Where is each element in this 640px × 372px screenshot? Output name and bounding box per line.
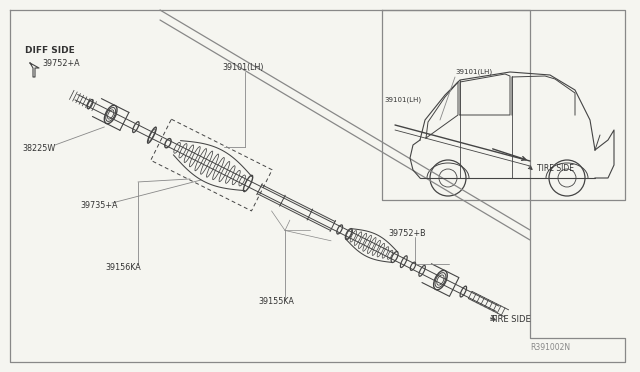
Text: R391002N: R391002N bbox=[530, 343, 570, 353]
Text: 39156KA: 39156KA bbox=[105, 263, 141, 273]
Text: TIRE SIDE: TIRE SIDE bbox=[490, 315, 531, 324]
Text: 39752+B: 39752+B bbox=[388, 228, 426, 237]
Text: 39752+A: 39752+A bbox=[42, 58, 79, 67]
Text: 39101(LH): 39101(LH) bbox=[222, 62, 264, 71]
Text: 39155KA: 39155KA bbox=[258, 298, 294, 307]
Text: 39101(LH): 39101(LH) bbox=[384, 97, 421, 103]
Text: TIRE SIDE: TIRE SIDE bbox=[537, 164, 574, 173]
Text: 38225W: 38225W bbox=[22, 144, 55, 153]
Text: 39735+A: 39735+A bbox=[80, 201, 118, 209]
Text: 39101(LH): 39101(LH) bbox=[455, 69, 492, 75]
Text: DIFF SIDE: DIFF SIDE bbox=[25, 45, 75, 55]
